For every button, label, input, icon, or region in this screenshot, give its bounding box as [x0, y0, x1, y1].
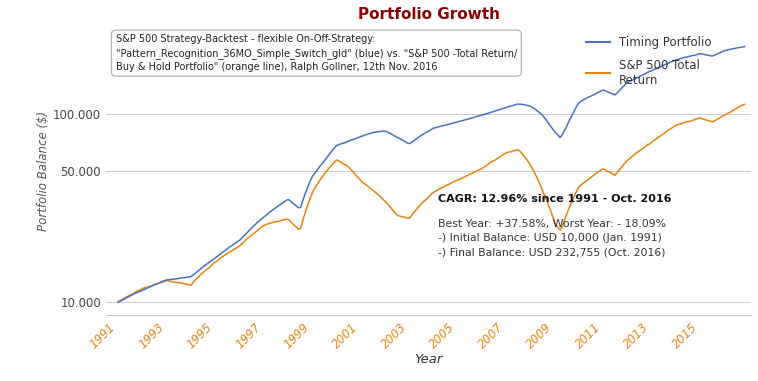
S&P 500 Total
Return	[284, 217, 293, 222]
Line: S&P 500 Total
Return: S&P 500 Total Return	[118, 104, 744, 302]
Timing Portfolio	[184, 275, 193, 279]
S&P 500 Total
Return	[688, 118, 697, 123]
Title: Portfolio Growth: Portfolio Growth	[358, 7, 500, 22]
S&P 500 Total
Return	[310, 186, 319, 190]
Timing Portfolio	[412, 137, 421, 141]
S&P 500 Total
Return	[385, 204, 394, 209]
Timing Portfolio	[688, 53, 697, 58]
Timing Portfolio	[114, 300, 123, 304]
Y-axis label: Portfolio Balance ($): Portfolio Balance ($)	[37, 111, 50, 232]
S&P 500 Total
Return	[740, 102, 749, 107]
S&P 500 Total
Return	[412, 207, 421, 212]
Timing Portfolio	[284, 197, 293, 202]
Text: Best Year: +37.58%, Worst Year: - 18.09%
-) Initial Balance: USD 10,000 (Jan. 19: Best Year: +37.58%, Worst Year: - 18.09%…	[438, 219, 666, 258]
Text: CAGR: 12.96% since 1991 - Oct. 2016: CAGR: 12.96% since 1991 - Oct. 2016	[438, 194, 672, 204]
Text: S&P 500 Strategy-Backtest - flexible On-Off-Strategy:
"Pattern_Recognition_36MO_: S&P 500 Strategy-Backtest - flexible On-…	[116, 35, 517, 72]
Timing Portfolio	[385, 131, 394, 136]
S&P 500 Total
Return	[114, 299, 123, 304]
Line: Timing Portfolio: Timing Portfolio	[118, 46, 744, 302]
Timing Portfolio	[310, 171, 319, 175]
Legend: Timing Portfolio, S&P 500 Total
Return: Timing Portfolio, S&P 500 Total Return	[586, 36, 712, 86]
X-axis label: Year: Year	[415, 354, 443, 367]
S&P 500 Total
Return	[184, 282, 193, 287]
Timing Portfolio	[740, 44, 749, 49]
